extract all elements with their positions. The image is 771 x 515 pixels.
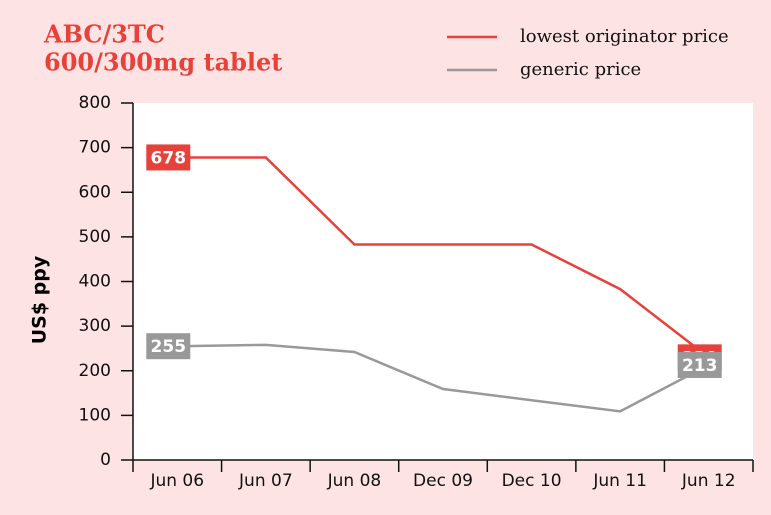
data-label: 678	[151, 148, 187, 168]
chart-title: ABC/3TC	[43, 20, 165, 49]
plot-area	[133, 103, 753, 460]
y-tick-label: 300	[79, 316, 111, 336]
series-line	[177, 156, 710, 359]
y-tick-label: 100	[79, 405, 111, 425]
data-label: 213	[682, 356, 718, 376]
x-tick-label: Jun 07	[238, 471, 293, 491]
y-axis-label: US$ ppy	[29, 255, 51, 344]
data-label-box	[677, 351, 722, 378]
data-label-box	[146, 333, 191, 360]
y-tick-label: 700	[79, 138, 111, 158]
chart-title: 600/300mg tablet	[44, 48, 282, 77]
data-label: 255	[151, 337, 187, 357]
x-tick-label: Jun 12	[681, 471, 736, 491]
data-label-box	[146, 144, 191, 171]
x-tick-label: Jun 11	[592, 471, 647, 491]
y-tick-label: 500	[79, 227, 111, 247]
x-tick-label: Jun 08	[327, 471, 382, 491]
y-tick-label: 600	[79, 182, 111, 202]
series-line	[177, 343, 710, 413]
y-tick-label: 800	[79, 93, 111, 113]
y-tick-label: 200	[79, 361, 111, 381]
x-tick-label: Jun 06	[149, 471, 204, 491]
y-tick-label: 400	[79, 272, 111, 292]
y-tick-label: 0	[100, 450, 111, 470]
legend-label: generic price	[520, 59, 641, 80]
x-tick-label: Dec 09	[413, 471, 473, 491]
legend-label: lowest originator price	[520, 26, 729, 47]
x-tick-label: Dec 10	[502, 471, 562, 491]
